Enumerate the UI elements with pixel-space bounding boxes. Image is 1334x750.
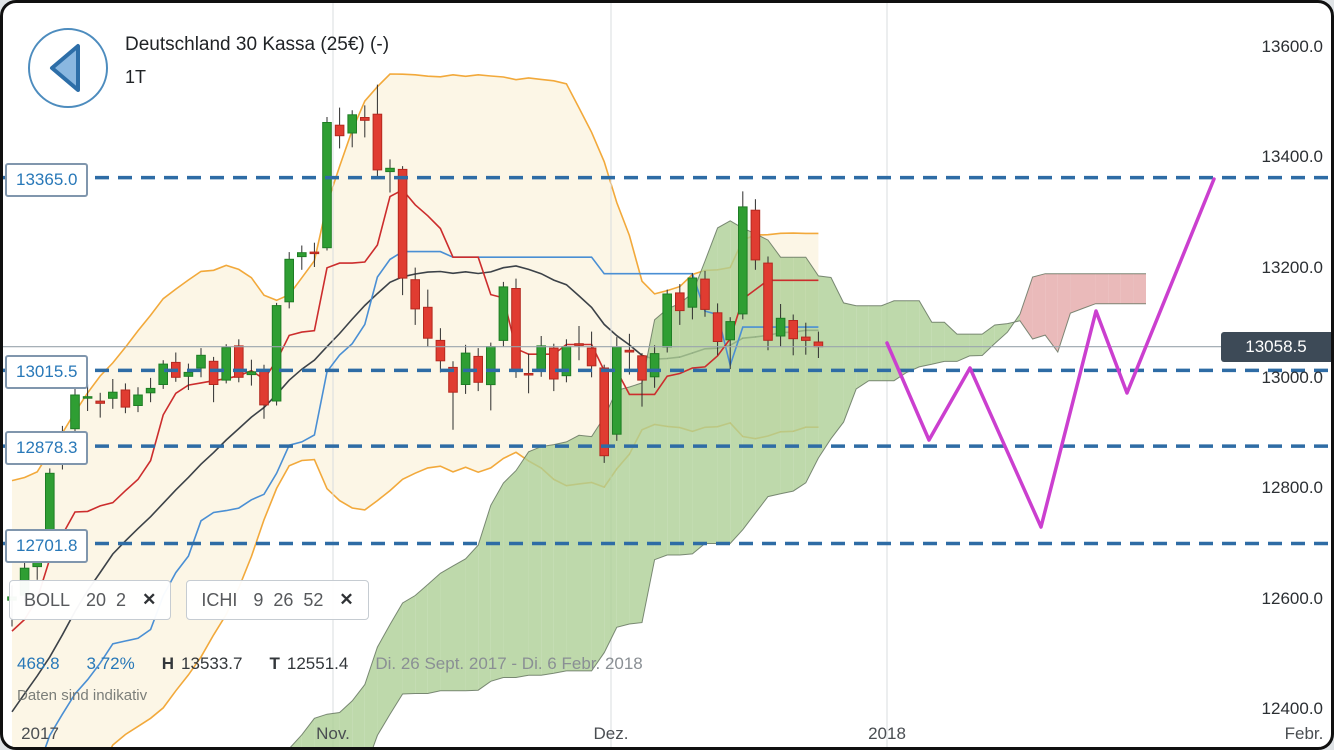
trend-line-drawing[interactable] <box>885 177 1216 529</box>
chip-close-icon[interactable]: ✕ <box>142 590 157 609</box>
price-level-badge[interactable]: 12701.8 <box>5 528 89 563</box>
current-price-value: 13058.5 <box>1245 336 1307 356</box>
price-chart[interactable] <box>3 3 1334 750</box>
period-high: H 13533.7 <box>161 654 243 673</box>
indicator-chips: BOLL 20 2 ✕ ICHI 9 26 52 ✕ <box>9 580 369 620</box>
price-level-value: 12878.3 <box>16 438 78 458</box>
period-change-pct: 3.72% <box>86 654 135 673</box>
chip-label: BOLL <box>24 589 71 610</box>
date-range: Di. 26 Sept. 2017 - Di. 6 Febr. 2018 <box>375 654 643 673</box>
chip-label: ICHI <box>201 589 238 610</box>
chip-bollinger[interactable]: BOLL 20 2 ✕ <box>9 580 172 620</box>
price-level-badge[interactable]: 13015.5 <box>5 355 89 390</box>
level-lines-layer <box>3 175 1331 546</box>
stats-bar: 468.8 3.72% H 13533.7 T 12551.4 Di. 26 Sep… <box>17 654 643 674</box>
chip-params: 9 26 52 <box>253 589 324 610</box>
price-level-badge[interactable]: 13365.0 <box>5 162 89 197</box>
timeframe-label: 1T <box>125 67 147 87</box>
instrument-title: Deutschland 30 Kassa (25€) (-) <box>125 34 390 55</box>
period-low: T 12551.4 <box>269 654 349 673</box>
back-button[interactable] <box>28 28 108 108</box>
period-change: 468.8 <box>17 654 60 673</box>
back-arrow-icon <box>50 44 80 92</box>
price-level-value: 13015.5 <box>16 362 78 382</box>
chip-ichimoku[interactable]: ICHI 9 26 52 ✕ <box>186 580 369 620</box>
indicative-data-watermark: Daten sind indikativ <box>17 687 148 704</box>
price-level-value: 12701.8 <box>16 535 78 555</box>
chip-params: 20 2 <box>86 589 127 610</box>
price-level-value: 13365.0 <box>16 169 78 189</box>
current-price-badge: 13058.5 <box>1221 331 1331 362</box>
price-level-badge[interactable]: 12878.3 <box>5 431 89 466</box>
chip-close-icon[interactable]: ✕ <box>339 590 354 609</box>
